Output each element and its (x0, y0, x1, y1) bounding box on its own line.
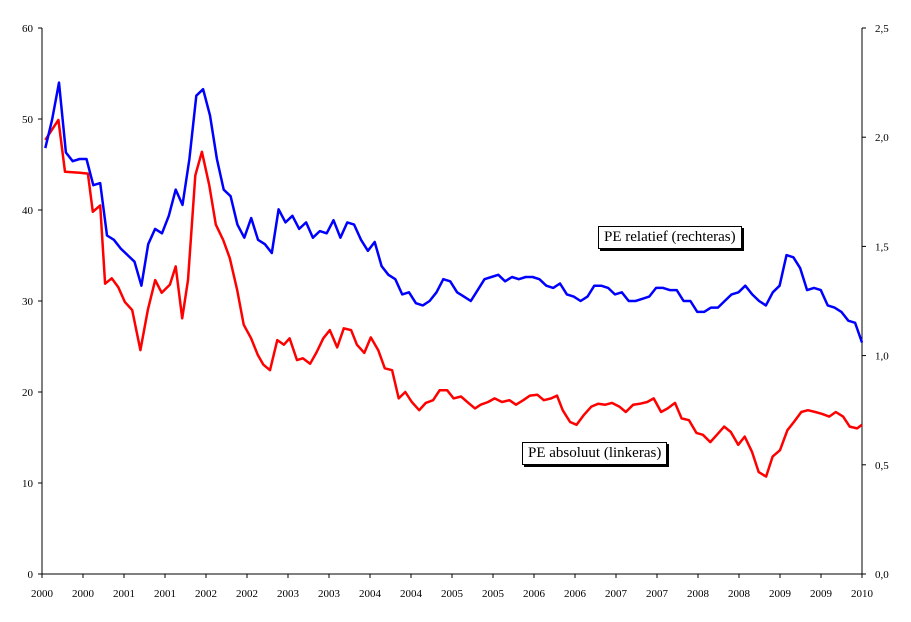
right-tick-label: 0,5 (875, 460, 889, 472)
x-tick-label: 2010 (851, 588, 874, 600)
left-tick-label: 40 (22, 205, 34, 217)
annotation-pe-relatief: PE relatief (rechteras) (598, 226, 742, 249)
x-tick-label: 2007 (605, 588, 628, 600)
right-tick-label: 2,0 (875, 132, 889, 144)
x-tick-label: 2003 (277, 588, 300, 600)
x-tick-label: 2008 (687, 588, 710, 600)
left-tick-label: 30 (22, 296, 34, 308)
left-tick-label: 0 (28, 569, 34, 581)
right-tick-label: 0,0 (875, 569, 889, 581)
x-tick-label: 2001 (154, 588, 176, 600)
x-tick-label: 2002 (236, 588, 258, 600)
x-tick-label: 2006 (564, 588, 587, 600)
x-tick-label: 2005 (482, 588, 505, 600)
x-tick-label: 2009 (810, 588, 833, 600)
x-tick-label: 2006 (523, 588, 546, 600)
x-tick-label: 2004 (359, 588, 382, 600)
x-tick-label: 2008 (728, 588, 751, 600)
x-tick-label: 2005 (441, 588, 464, 600)
series-line-pe-relatief (44, 81, 864, 343)
x-tick-label: 2000 (72, 588, 95, 600)
x-tick-label: 2009 (769, 588, 792, 600)
left-tick-label: 20 (22, 387, 34, 399)
right-tick-label: 1,0 (875, 351, 889, 363)
left-tick-label: 60 (22, 23, 34, 35)
series-line-pe-absoluut (44, 118, 863, 478)
annotation-pe-absoluut: PE absoluut (linkeras) (522, 442, 668, 465)
x-tick-label: 2004 (400, 588, 423, 600)
right-tick-label: 1,5 (875, 241, 889, 253)
x-tick-label: 2007 (646, 588, 669, 600)
x-tick-label: 2000 (31, 588, 54, 600)
x-tick-label: 2001 (113, 588, 135, 600)
x-tick-label: 2002 (195, 588, 217, 600)
right-tick-label: 2,5 (875, 23, 889, 35)
axes: 0 10 20 30 40 50 60 0,0 0,5 1,0 1,5 2,0 2,5 2000 2000 2… (22, 23, 889, 600)
x-tick-label: 2003 (318, 588, 341, 600)
left-tick-label: 10 (22, 478, 34, 490)
left-tick-label: 50 (22, 114, 34, 126)
series-lines (44, 81, 864, 478)
